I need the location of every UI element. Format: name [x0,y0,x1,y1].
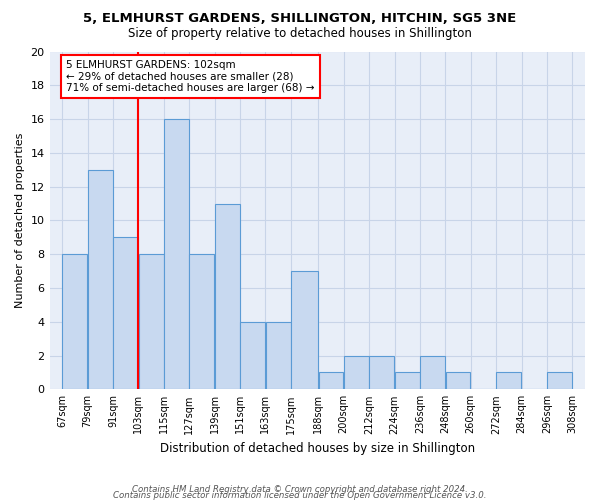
Bar [446,372,470,390]
Bar [62,254,88,390]
Text: 5 ELMHURST GARDENS: 102sqm
← 29% of detached houses are smaller (28)
71% of semi: 5 ELMHURST GARDENS: 102sqm ← 29% of deta… [67,60,315,93]
Bar [139,254,164,390]
Text: 5, ELMHURST GARDENS, SHILLINGTON, HITCHIN, SG5 3NE: 5, ELMHURST GARDENS, SHILLINGTON, HITCHI… [83,12,517,26]
Bar [190,254,214,390]
Bar [215,204,240,390]
Bar [88,170,113,390]
Bar [344,356,369,390]
Text: Size of property relative to detached houses in Shillington: Size of property relative to detached ho… [128,28,472,40]
Bar [266,322,290,390]
Bar [547,372,572,390]
Y-axis label: Number of detached properties: Number of detached properties [15,132,25,308]
Bar [291,271,318,390]
Text: Contains HM Land Registry data © Crown copyright and database right 2024.: Contains HM Land Registry data © Crown c… [132,485,468,494]
Bar [395,372,419,390]
Bar [319,372,343,390]
X-axis label: Distribution of detached houses by size in Shillington: Distribution of detached houses by size … [160,442,475,455]
Bar [113,238,138,390]
Bar [240,322,265,390]
Bar [496,372,521,390]
Text: Contains public sector information licensed under the Open Government Licence v3: Contains public sector information licen… [113,491,487,500]
Bar [164,119,189,390]
Bar [420,356,445,390]
Bar [370,356,394,390]
